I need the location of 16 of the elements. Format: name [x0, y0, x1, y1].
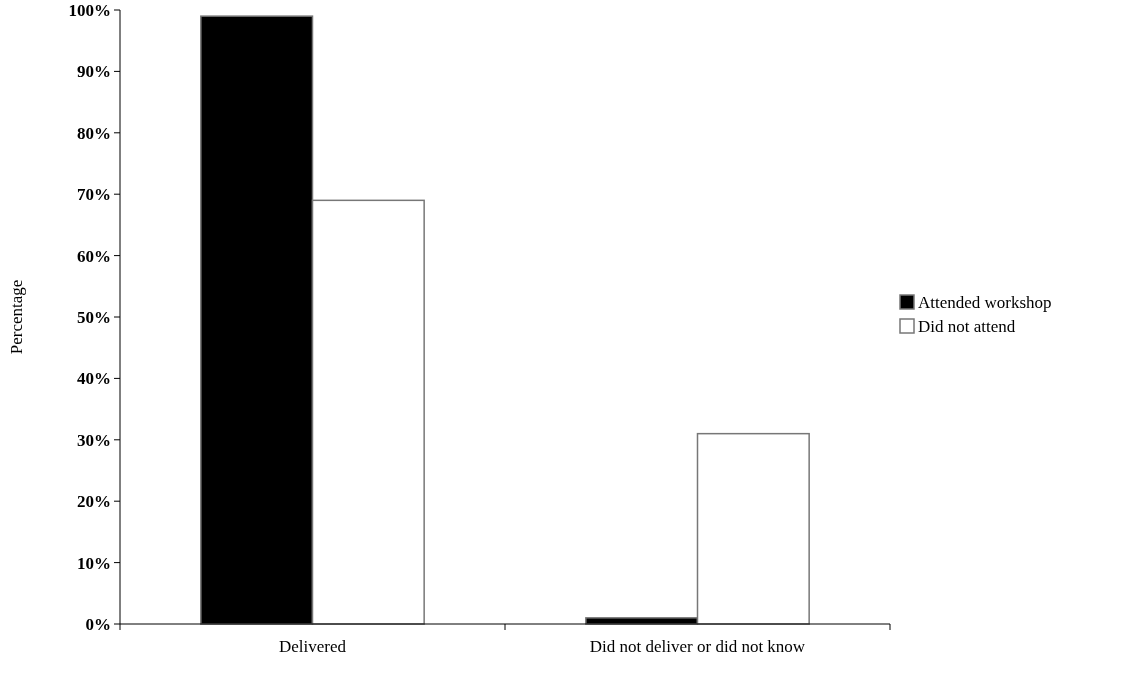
x-tick-label: Did not deliver or did not know [589, 637, 806, 656]
y-tick-label: 0% [85, 614, 111, 634]
x-tick-label: Delivered [278, 637, 347, 656]
legend-label: Did not attend [918, 316, 1016, 336]
y-tick-label: 30% [77, 430, 111, 450]
y-tick-label: 60% [77, 246, 111, 266]
y-tick-label: 20% [77, 492, 111, 512]
y-tick-label: 50% [77, 307, 111, 327]
y-tick-label: 40% [77, 369, 111, 389]
y-tick-label: 10% [77, 553, 111, 573]
y-axis-title: Percentage [7, 279, 26, 355]
y-tick-label: 70% [77, 185, 111, 205]
legend-label: Attended workshop [918, 292, 1052, 312]
y-tick-label: 90% [77, 62, 111, 82]
y-tick-label: 100% [68, 0, 111, 20]
y-tick-label: 80% [77, 123, 111, 143]
